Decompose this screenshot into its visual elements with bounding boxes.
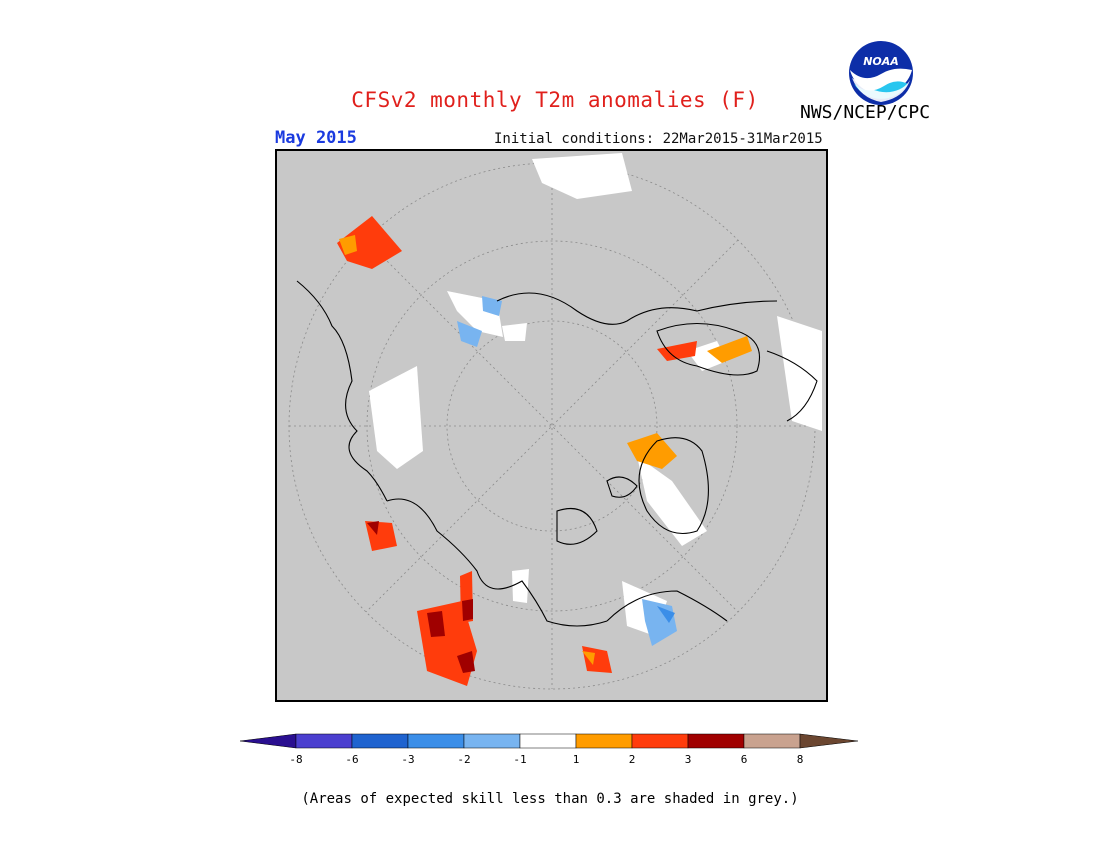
skill-note: (Areas of expected skill less than 0.3 a…: [301, 791, 799, 807]
colorbar-tick-label: 3: [685, 753, 692, 766]
colorbar-tick-label: -2: [457, 753, 470, 766]
colorbar-tick-label: -3: [401, 753, 414, 766]
colorbar-swatch-above-8: [799, 733, 859, 749]
noaa-logo: NOAA: [849, 41, 913, 105]
colorbar-swatch-2-3: [631, 733, 689, 749]
colorbar-swatch-minus2-minus1: [463, 733, 521, 749]
colorbar-swatch-minus6-minus3: [351, 733, 409, 749]
colorbar-tick-label: -1: [513, 753, 526, 766]
colorbar-tick-label: -8: [289, 753, 302, 766]
colorbar-swatch-3-6: [687, 733, 745, 749]
noaa-logo-text: NOAA: [863, 55, 899, 68]
colorbar-swatch-1-2: [575, 733, 633, 749]
warm-anomaly-areas: [337, 216, 752, 686]
colorbar-tick-label: -6: [345, 753, 358, 766]
initial-conditions: Initial conditions: 22Mar2015-31Mar2015: [494, 131, 823, 147]
agency-label: NWS/NCEP/CPC: [800, 102, 931, 123]
coastlines: [296, 280, 818, 627]
colorbar-tick-label: 2: [629, 753, 636, 766]
colorbar-swatches: [239, 733, 859, 749]
map-title: CFSv2 monthly T2m anomalies (F): [351, 88, 759, 112]
forecast-period: May 2015: [275, 128, 357, 148]
colorbar-legend: -8 -6 -3 -2 -1 1 2 3 6 8: [239, 733, 859, 766]
colorbar-swatch-below-minus8: [239, 733, 297, 749]
colorbar-swatch-minus3-minus2: [407, 733, 465, 749]
colorbar-swatch-minus1-1: [519, 733, 577, 749]
colorbar-tick-label: 8: [797, 753, 804, 766]
polar-map: [275, 149, 828, 702]
colorbar-tick-label: 1: [573, 753, 580, 766]
colorbar-swatch-minus8-minus6: [295, 733, 353, 749]
colorbar-swatch-6-8: [743, 733, 801, 749]
colorbar-tick-label: 6: [741, 753, 748, 766]
